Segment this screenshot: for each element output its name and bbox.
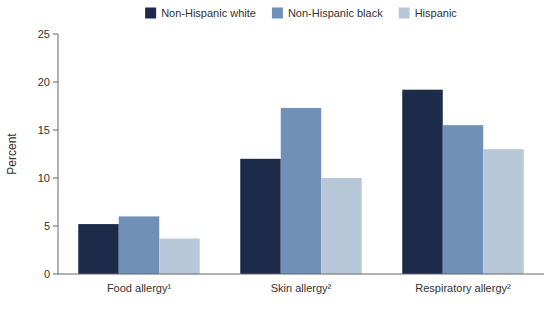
bar bbox=[119, 216, 160, 274]
bars bbox=[78, 90, 524, 274]
bar bbox=[321, 178, 362, 274]
y-tick bbox=[53, 82, 58, 83]
y-tick-label: 0 bbox=[44, 268, 50, 280]
y-tick-label: 10 bbox=[38, 172, 50, 184]
y-tick-label: 15 bbox=[38, 124, 50, 136]
legend-label: Non-Hispanic white bbox=[161, 7, 256, 19]
y-tick bbox=[53, 226, 58, 227]
legend: Non-Hispanic white Non-Hispanic black Hisp… bbox=[145, 7, 457, 19]
bar bbox=[240, 159, 281, 274]
y-axis-line bbox=[58, 34, 59, 274]
y-tick bbox=[53, 178, 58, 179]
chart: 0 5 10 15 20 25 Percent Food allergy¹ Skin aller… bbox=[0, 0, 560, 310]
y-tick bbox=[53, 130, 58, 131]
y-tick-label: 5 bbox=[44, 220, 50, 232]
y-tick-label: 20 bbox=[38, 76, 50, 88]
legend-swatch bbox=[145, 8, 156, 19]
bar bbox=[443, 125, 484, 274]
bar bbox=[159, 238, 200, 274]
bar bbox=[483, 149, 524, 274]
legend-swatch bbox=[399, 8, 410, 19]
x-tick-label: Respiratory allergy² bbox=[415, 282, 511, 294]
bar bbox=[281, 108, 322, 274]
legend-label: Non-Hispanic black bbox=[288, 7, 383, 19]
y-tick bbox=[53, 34, 58, 35]
x-tick-label: Food allergy¹ bbox=[107, 282, 172, 294]
legend-label: Hispanic bbox=[415, 7, 458, 19]
x-tick-label: Skin allergy² bbox=[271, 282, 332, 294]
x-axis-line bbox=[58, 274, 544, 275]
bar bbox=[402, 90, 443, 274]
y-tick-label: 25 bbox=[38, 28, 50, 40]
bar bbox=[78, 224, 119, 274]
legend-swatch bbox=[272, 8, 283, 19]
y-tick bbox=[53, 274, 58, 275]
y-axis-label: Percent bbox=[5, 133, 19, 175]
